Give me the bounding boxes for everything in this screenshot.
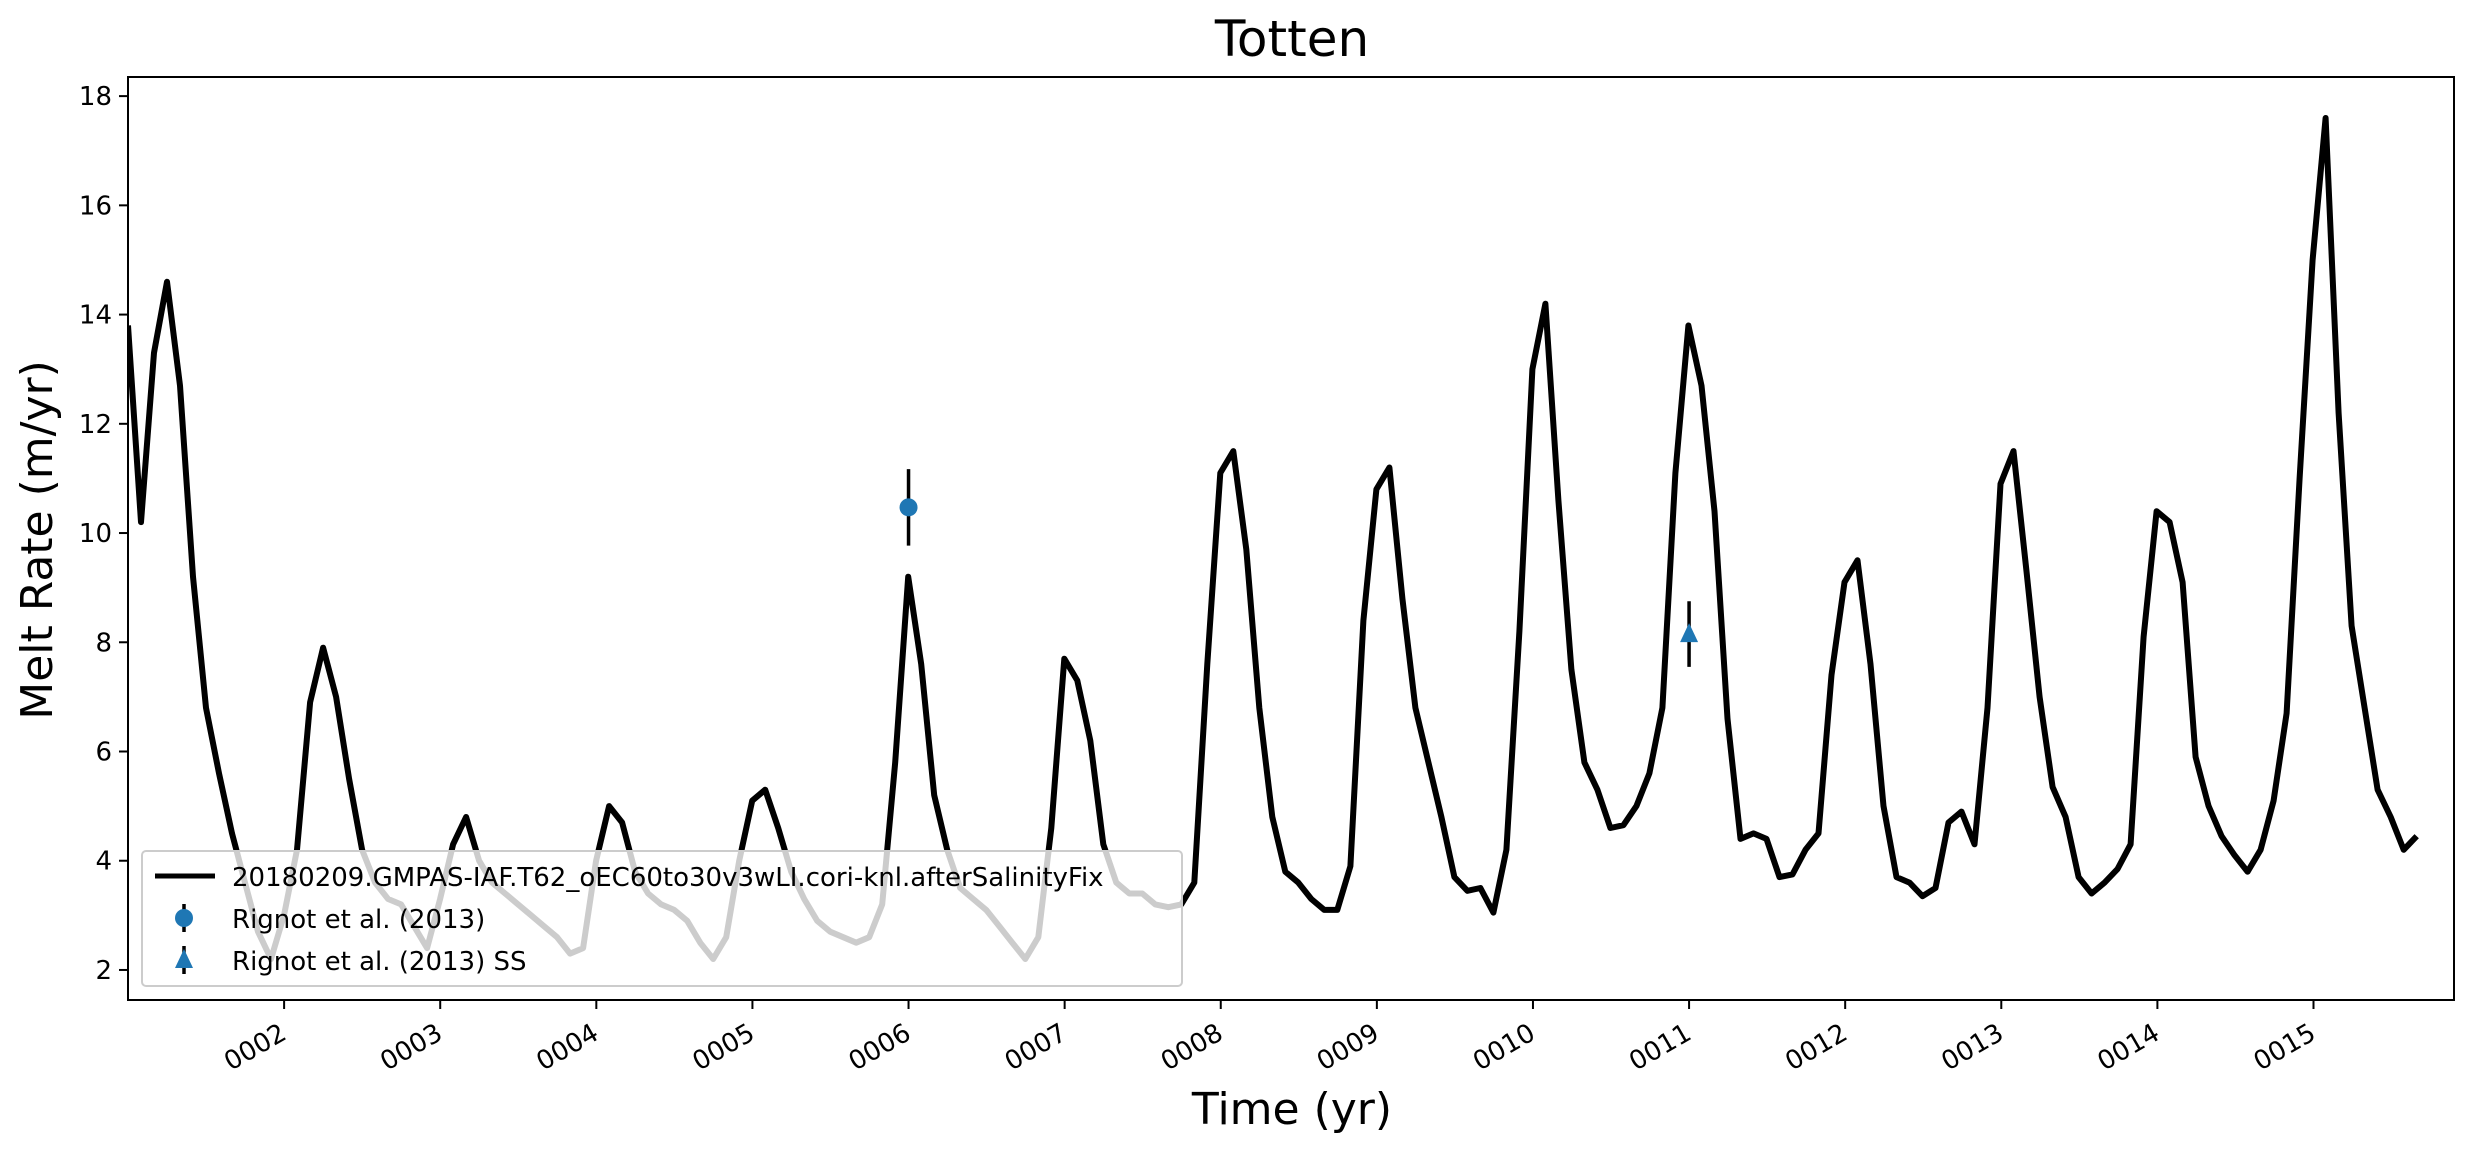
y-tick-label: 8 — [95, 628, 112, 658]
legend-label-rignot-ss: Rignot et al. (2013) SS — [232, 947, 527, 977]
rignot-2013-point — [899, 498, 918, 517]
y-tick-label: 10 — [79, 519, 112, 549]
marker-layer — [899, 469, 1699, 667]
legend-triangle-marker — [175, 949, 193, 968]
y-tick-label: 6 — [95, 738, 112, 768]
x-axis-label: Time (yr) — [1191, 1084, 1392, 1135]
y-tick-label: 2 — [95, 956, 112, 986]
legend-label-model: 20180209.GMPAS-IAF.T62_oEC60to30v3wLI.co… — [232, 863, 1104, 893]
y-tick-label: 16 — [79, 191, 112, 221]
legend-label-rignot: Rignot et al. (2013) — [232, 905, 485, 935]
y-axis: 2 4 6 8 10 12 14 16 18 — [79, 82, 128, 986]
y-tick-label: 12 — [79, 410, 112, 440]
chart-title: Totten — [1214, 10, 1369, 68]
legend-circle-marker — [175, 909, 193, 927]
y-tick-label: 4 — [95, 847, 112, 877]
rignot-2013-ss-point — [1680, 623, 1699, 643]
legend: 20180209.GMPAS-IAF.T62_oEC60to30v3wLI.co… — [141, 850, 1183, 987]
y-axis-label: Melt Rate (m/yr) — [12, 360, 63, 720]
y-tick-label: 14 — [79, 301, 112, 331]
plot-frame — [127, 76, 2455, 1001]
y-tick-label: 18 — [79, 82, 112, 112]
legend-box — [141, 850, 1183, 987]
